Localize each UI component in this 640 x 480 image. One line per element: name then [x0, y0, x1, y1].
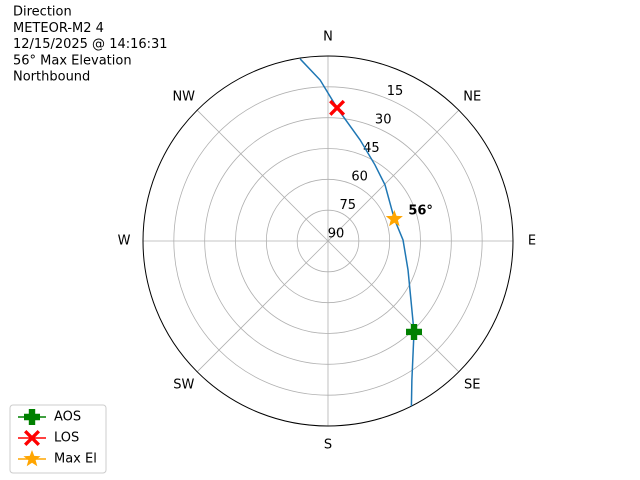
grid-spoke: [196, 109, 329, 242]
theta-tick-label: NE: [463, 89, 481, 104]
r-tick-label: 15: [387, 84, 404, 99]
title-line: 56° Max Elevation: [13, 53, 132, 68]
theta-tick-label: N: [323, 30, 333, 45]
marker-aos: [406, 323, 423, 340]
marker-los: [329, 99, 346, 116]
grid-spoke: [327, 109, 460, 242]
legend: AOS LOS Max El: [9, 404, 107, 474]
r-tick-label: 75: [340, 198, 357, 213]
r-tick-label: 90: [328, 227, 345, 242]
track-line: [299, 58, 415, 407]
value-label: 56°: [408, 203, 433, 218]
polar-frame: [142, 55, 514, 427]
grid-spoke: [196, 240, 329, 373]
grid-spoke: [327, 240, 460, 373]
theta-tick-label: E: [528, 234, 536, 249]
legend-label: Max El: [54, 452, 97, 467]
theta-tick-label: SE: [464, 378, 480, 393]
theta-tick-label: SW: [173, 378, 194, 393]
theta-tick-label: W: [118, 234, 131, 249]
r-tick-label: 60: [351, 170, 368, 185]
legend-label: AOS: [54, 410, 81, 425]
marker-max-el: [23, 450, 41, 467]
title-line: Direction: [13, 5, 72, 20]
marker-aos: [24, 409, 40, 425]
legend-label: LOS: [54, 431, 79, 446]
title-line: Northbound: [13, 70, 90, 85]
theta-tick-label: NW: [172, 89, 195, 104]
title-line: 12/15/2025 @ 14:16:31: [13, 37, 168, 52]
r-tick-label: 30: [375, 113, 392, 128]
theta-tick-label: S: [324, 438, 332, 453]
marker-los: [24, 430, 40, 446]
title-line: METEOR-M2 4: [13, 21, 104, 36]
marker-max-el: [385, 209, 403, 227]
